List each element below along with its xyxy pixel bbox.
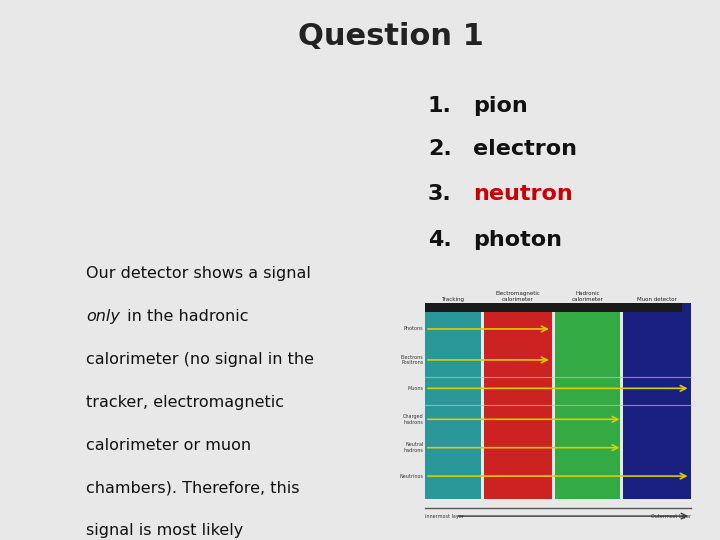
Text: calorimeter (no signal in the: calorimeter (no signal in the [86,352,315,367]
Text: in the hadronic: in the hadronic [122,309,249,324]
Text: only: only [86,309,120,324]
Text: Neutrinos: Neutrinos [400,474,423,478]
Bar [425,303,682,312]
Text: chambers). Therefore, this: chambers). Therefore, this [86,481,300,496]
Text: Electrons
Positrons: Electrons Positrons [401,355,423,366]
Bar [484,303,552,500]
Text: 4.: 4. [428,230,451,249]
Text: Muon detector: Muon detector [637,297,677,302]
Text: 1.: 1. [428,96,452,116]
Text: calorimeter or muon: calorimeter or muon [86,437,251,453]
Text: Neutral
hadrons: Neutral hadrons [403,442,423,453]
Text: Outermost layer: Outermost layer [651,514,691,518]
Text: Hadronic
calorimeter: Hadronic calorimeter [572,291,603,302]
Text: signal is most likely: signal is most likely [86,523,243,538]
Text: Electromagnetic
calorimeter: Electromagnetic calorimeter [495,291,541,302]
Bar [623,303,691,500]
Text: Muons: Muons [408,386,423,391]
Text: pion: pion [473,96,528,116]
Text: tracker, electromagnetic: tracker, electromagnetic [86,395,284,410]
Text: 2.: 2. [428,139,451,159]
Text: Photons: Photons [404,327,423,332]
Text: electron: electron [473,139,577,159]
Bar [555,303,620,500]
Text: innermost layer: innermost layer [425,514,464,518]
Text: Charged
hadrons: Charged hadrons [402,414,423,424]
Text: 3.: 3. [428,184,451,204]
Text: Question 1: Question 1 [297,22,484,51]
Text: Tracking: Tracking [441,297,464,302]
Bar [425,303,481,500]
Text: photon: photon [473,230,562,249]
Text: neutron: neutron [473,184,573,204]
Text: Our detector shows a signal: Our detector shows a signal [86,266,311,281]
